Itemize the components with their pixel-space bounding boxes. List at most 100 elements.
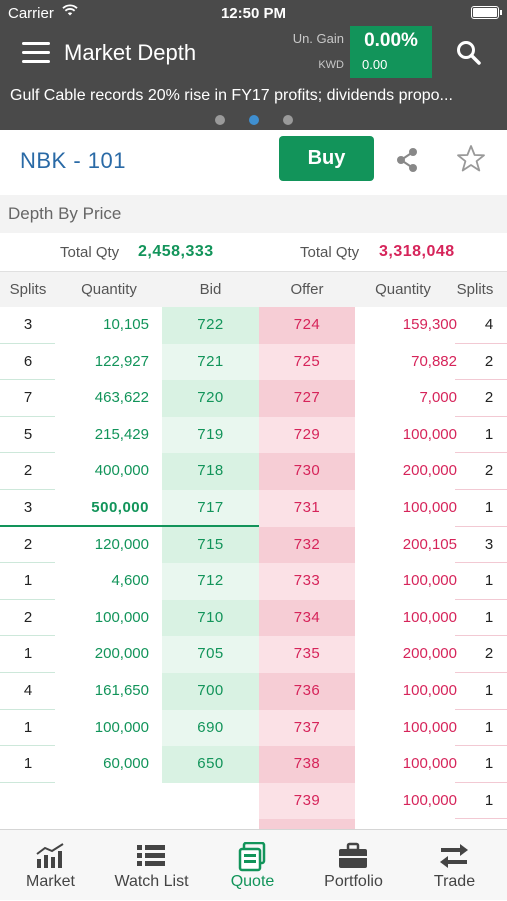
offer-row-divider: [455, 379, 507, 381]
offer-price-cell: 730: [293, 462, 321, 480]
tab-market[interactable]: Market: [0, 830, 101, 901]
offer-row-divider: [455, 488, 507, 490]
bid-splits-cell: 5: [23, 425, 33, 443]
offer-row-divider: [455, 415, 507, 417]
offer-quantity-cell: 100,000: [402, 755, 457, 773]
briefcase-icon: [339, 842, 367, 868]
buy-button[interactable]: Buy: [279, 136, 374, 181]
depth-row[interactable]: 1 4,600 712 733 100,000 1: [0, 563, 507, 600]
bid-price-cell: 720: [197, 389, 224, 407]
depth-row[interactable]: 739 100,000 1: [0, 782, 507, 820]
depth-row[interactable]: 1 60,000 650 738 100,000 1: [0, 746, 507, 783]
offer-row-divider: [455, 635, 507, 637]
offer-quantity-cell: 100,000: [402, 425, 457, 443]
tab-trade[interactable]: Trade: [404, 830, 505, 901]
bid-price-cell: 717: [197, 499, 224, 516]
offer-splits-cell: 1: [484, 791, 494, 809]
ticker-page-dot[interactable]: [215, 115, 225, 125]
offer-splits-cell: 1: [484, 499, 494, 516]
offer-row-divider: [455, 781, 507, 783]
offer-quantity-cell: 100,000: [402, 791, 457, 809]
depth-row[interactable]: 2 120,000 715 732 200,105 3: [0, 526, 507, 564]
depth-row[interactable]: 6 122,927 721 725 70,882 2: [0, 343, 507, 381]
tab-label: Market: [26, 873, 75, 890]
offer-price-bg: [259, 453, 355, 490]
bid-row-divider: [0, 708, 55, 710]
depth-column-headers: Splits Quantity Bid Offer Quantity Split…: [0, 271, 507, 307]
tab-portfolio[interactable]: Portfolio: [303, 830, 404, 901]
bid-price-bg: [162, 380, 259, 417]
bid-splits-cell: 2: [23, 535, 33, 553]
offer-price-bg: [259, 673, 355, 710]
bid-splits-cell: [0, 783, 56, 820]
depth-row[interactable]: 3 10,105 722 724 159,300 4: [0, 307, 507, 344]
bid-quantity-cell: 10,105: [103, 316, 149, 333]
offer-quantity-cell: 200,000: [402, 462, 457, 480]
offer-row-divider: [455, 745, 507, 747]
bid-price-bg: [162, 526, 259, 564]
offer-quantity-cell: 7,000: [419, 389, 457, 407]
depth-row[interactable]: 2 100,000 710 734 100,000 1: [0, 599, 507, 637]
offer-price-bg: [259, 416, 355, 454]
instrument-symbol[interactable]: NBK - 101: [20, 148, 126, 173]
offer-price-cell: 735: [293, 645, 321, 663]
gain-currency-label: KWD: [318, 59, 344, 71]
search-icon[interactable]: [455, 39, 483, 67]
offer-price-bg: [259, 526, 355, 564]
col-bid-splits: Splits: [9, 281, 47, 298]
share-icon[interactable]: [393, 146, 421, 174]
offer-price-cell: 724: [293, 316, 321, 333]
wifi-icon: [62, 4, 78, 16]
page-title: Market Depth: [64, 40, 197, 65]
depth-row[interactable]: 4 161,650 700 736 100,000 1: [0, 673, 507, 710]
offer-price-bg: [259, 782, 355, 820]
offer-quantity-cell: 159,300: [402, 316, 457, 333]
tab-watch-list[interactable]: Watch List: [101, 830, 202, 901]
trade-arrows-icon: [440, 844, 468, 868]
bid-row-divider: [0, 488, 55, 490]
menu-icon[interactable]: [22, 42, 50, 64]
gain-percent: 0.00%: [364, 30, 418, 51]
news-ticker[interactable]: Gulf Cable records 20% rise in FY17 prof…: [0, 80, 507, 130]
depth-row[interactable]: [0, 819, 507, 829]
depth-row[interactable]: 2 400,000 718 730 200,000 2: [0, 453, 507, 490]
ticker-page-dot-active[interactable]: [249, 115, 259, 125]
depth-row[interactable]: 3 500,000 717 731 100,000 1: [0, 490, 507, 527]
bid-price-cell: 710: [197, 608, 224, 626]
depth-row[interactable]: 7 463,622 720 727 7,000 2: [0, 380, 507, 417]
bid-price-bg: [162, 343, 259, 381]
tab-label: Watch List: [114, 873, 189, 890]
bid-price-cell: 719: [197, 425, 224, 443]
gain-value: 0.00: [362, 57, 388, 72]
offer-price-cell: 729: [293, 425, 321, 443]
offer-quantity-cell: 100,000: [402, 682, 457, 699]
carrier-name: Carrier: [8, 5, 54, 22]
bid-row-divider: [0, 671, 55, 673]
news-headline[interactable]: Gulf Cable records 20% rise in FY17 prof…: [10, 87, 453, 104]
bid-price-bg: [162, 746, 259, 783]
depth-row[interactable]: 5 215,429 719 729 100,000 1: [0, 416, 507, 454]
ticker-page-dot[interactable]: [283, 115, 293, 125]
status-bar: Carrier 12:50 PM: [0, 0, 507, 26]
offer-price-bg: [259, 307, 355, 344]
depth-row[interactable]: 1 100,000 690 737 100,000 1: [0, 709, 507, 747]
bid-splits-cell: 6: [23, 352, 33, 370]
offer-price-cell: 734: [293, 608, 321, 626]
offer-price-cell: 725: [293, 352, 321, 370]
offer-splits-cell: 1: [484, 755, 494, 773]
bid-total-label: Total Qty: [60, 244, 120, 261]
offer-price-cell: 731: [293, 499, 321, 516]
depth-row[interactable]: 1 200,000 705 735 200,000 2: [0, 636, 507, 673]
bid-splits-cell: 1: [23, 755, 33, 773]
offer-splits-cell: 1: [484, 572, 494, 590]
bid-quantity-cell: [60, 819, 149, 829]
tab-quote[interactable]: Quote: [202, 830, 303, 901]
bid-price-bg: [162, 709, 259, 747]
bid-price-cell: 722: [197, 316, 224, 333]
offer-quantity-cell: 70,882: [411, 352, 457, 370]
favorite-star-icon[interactable]: [456, 144, 486, 174]
bid-price-cell: [162, 783, 259, 820]
offer-splits-cell: 2: [484, 462, 494, 480]
bid-price-cell: 715: [197, 535, 224, 553]
offer-quantity-cell: 100,000: [402, 572, 457, 590]
